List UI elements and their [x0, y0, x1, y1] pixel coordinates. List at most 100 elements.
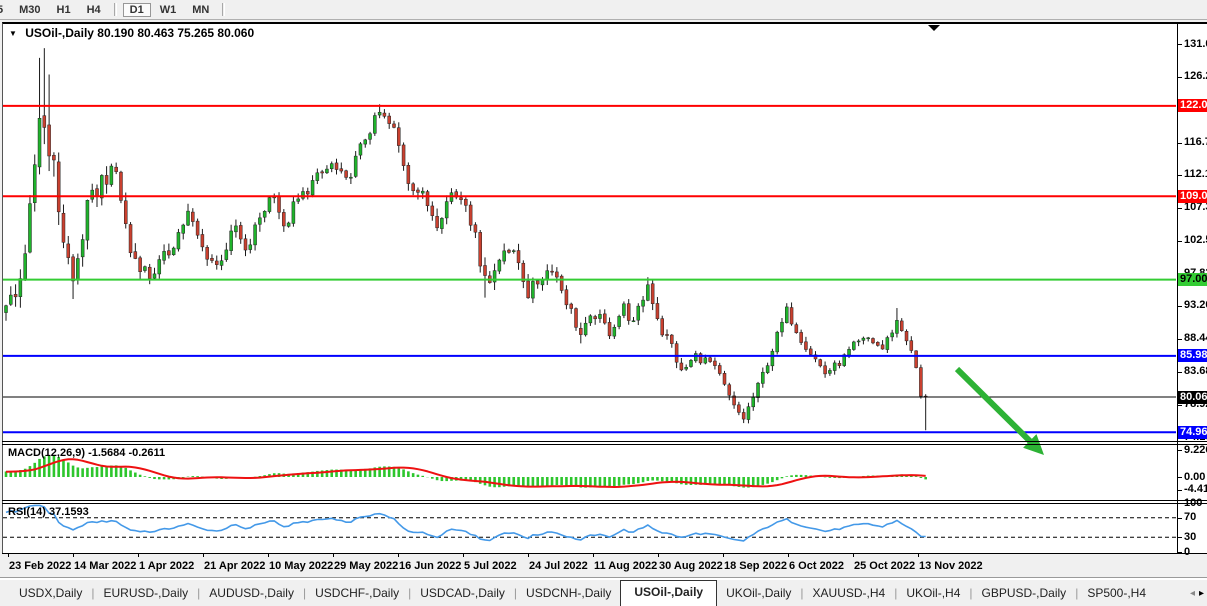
tab-usdchf-daily[interactable]: USDCHF-,Daily: [315, 586, 400, 600]
date-tick-label: 24 Jul 2022: [529, 560, 588, 572]
price-tick-label: 116.720: [1184, 136, 1207, 149]
price-tick-dash: [1178, 76, 1182, 78]
tab-scroll-right-icon[interactable]: ▸: [1198, 588, 1204, 599]
macd-tick-dash: [1178, 489, 1182, 491]
panel-divider[interactable]: [2, 503, 1207, 504]
date-tick: [268, 553, 269, 557]
chart-window[interactable]: [2, 22, 1207, 553]
date-tick: [138, 553, 139, 557]
date-tick-label: 21 Apr 2022: [204, 560, 266, 572]
price-tick-dash: [1178, 142, 1182, 144]
macd-indicator-label: MACD(12,26,9) -1.5684 -0.2611: [8, 447, 166, 459]
price-tick-label: 88.440: [1184, 332, 1207, 345]
date-tick: [203, 553, 204, 557]
tabbar-groove: [0, 577, 1207, 580]
macd-tick-dash: [1178, 450, 1182, 451]
date-tick: [528, 553, 529, 557]
tab-audusd-daily[interactable]: AUDUSD-,Daily: [209, 586, 294, 600]
panel-divider[interactable]: [2, 500, 1207, 501]
date-tick: [658, 553, 659, 557]
tab-usoil-daily[interactable]: USOil-,Daily: [620, 580, 718, 606]
date-tick: [398, 553, 399, 557]
tab-ukoil-daily[interactable]: UKOil-,Daily: [726, 586, 792, 600]
date-tick-label: 23 Feb 2022: [9, 560, 72, 572]
price-tick-label: 126.240: [1184, 70, 1207, 83]
tab-eurusd-daily[interactable]: EURUSD-,Daily: [103, 586, 189, 600]
timeframe-button-w1[interactable]: W1: [159, 3, 177, 16]
panel-divider[interactable]: [2, 444, 1207, 445]
tab-separator: |: [800, 586, 804, 600]
price-level-badge: 85.988: [1178, 349, 1207, 363]
date-tick-label: 11 Aug 2022: [594, 560, 658, 572]
date-tick-label: 18 Sep 2022: [724, 560, 787, 572]
timeframe-button-d1[interactable]: D1: [122, 2, 151, 17]
macd-tick-label: -4.4188: [1184, 483, 1207, 496]
price-level-badge: 122.068: [1178, 99, 1207, 113]
price-tick-label: 93.200: [1184, 299, 1207, 312]
date-tick: [8, 553, 9, 557]
price-tick-label: 107.340: [1184, 201, 1207, 214]
rsi-tick-label: 70: [1184, 511, 1197, 524]
tab-sp500-h4[interactable]: SP500-,H4: [1087, 586, 1147, 600]
date-tick-label: 10 May 2022: [269, 560, 334, 572]
timeframe-button-5[interactable]: 5: [0, 3, 4, 16]
price-tick-dash: [1178, 174, 1182, 176]
tab-usdx-daily[interactable]: USDX,Daily: [19, 586, 83, 600]
tab-scroll-arrows: ◂ ▸: [1190, 588, 1204, 599]
date-tick-label: 30 Aug 2022: [659, 560, 723, 572]
price-tick-label: 83.680: [1184, 365, 1207, 378]
price-tick-label: 102.580: [1184, 234, 1207, 247]
rsi-tick-label: 30: [1184, 530, 1197, 543]
date-tick: [333, 553, 334, 557]
date-tick: [853, 553, 854, 557]
date-tick: [723, 553, 724, 557]
tab-xauusd-h4[interactable]: XAUUSD-,H4: [812, 586, 886, 600]
tab-usdcnh-daily[interactable]: USDCNH-,Daily: [526, 586, 612, 600]
date-tick-label: 13 Nov 2022: [919, 560, 983, 572]
price-level-badge: 109.038: [1178, 189, 1207, 203]
price-tick-dash: [1178, 240, 1182, 242]
timeframe-toolbar: 5 M30 H1 H4 D1 W1 MN: [0, 0, 1207, 20]
price-tick-label: 112.100: [1184, 168, 1207, 181]
chart-title: ▼ USOil-,Daily 80.190 80.463 75.265 80.0…: [9, 26, 254, 40]
rsi-tick-dash: [1178, 503, 1182, 504]
timeframe-button-mn[interactable]: MN: [192, 3, 210, 16]
date-tick-label: 16 Jun 2022: [399, 560, 462, 572]
price-tick-label: 131.000: [1184, 37, 1207, 50]
panel-divider[interactable]: [2, 441, 1207, 442]
collapse-icon[interactable]: ▼: [9, 29, 17, 38]
date-tick: [593, 553, 594, 557]
price-tick-dash: [1178, 207, 1182, 209]
tab-usdcad-daily[interactable]: USDCAD-,Daily: [420, 586, 505, 600]
tab-separator: |: [408, 586, 412, 600]
date-tick: [918, 553, 919, 557]
panel-divider[interactable]: [2, 553, 1207, 554]
price-tick-label: 78.920: [1184, 398, 1207, 411]
tab-separator: |: [91, 586, 95, 600]
date-tick-label: 25 Oct 2022: [854, 560, 916, 572]
tab-ukoil-h4[interactable]: UKOil-,H4: [906, 586, 961, 600]
price-tick-dash: [1178, 44, 1182, 45]
timeframe-button-h4[interactable]: H4: [86, 3, 101, 16]
rsi-tick-dash: [1178, 537, 1182, 539]
rsi-tick-dash: [1178, 552, 1182, 553]
tab-scroll-left-icon[interactable]: ◂: [1189, 588, 1195, 599]
timeframe-button-h1[interactable]: H1: [56, 3, 71, 16]
price-tick-dash: [1178, 305, 1182, 307]
tab-separator: |: [1075, 586, 1079, 600]
chart-ohlc-values: 80.190 80.463 75.265 80.060: [97, 26, 255, 40]
tab-separator: |: [197, 586, 201, 600]
date-tick-label: 29 May 2022: [334, 560, 399, 572]
price-tick-dash: [1178, 338, 1182, 340]
macd-tick-label: 0.00: [1184, 470, 1206, 483]
rsi-indicator-label: RSI(14) 37.1593: [8, 506, 89, 518]
date-tick-label: 14 Mar 2022: [74, 560, 137, 572]
tab-separator: |: [894, 586, 898, 600]
timeframe-button-m30[interactable]: M30: [19, 3, 41, 16]
tab-gbpusd-daily[interactable]: GBPUSD-,Daily: [981, 586, 1067, 600]
rsi-tick-label: 0: [1184, 545, 1191, 558]
date-tick-label: 6 Oct 2022: [789, 560, 845, 572]
date-tick-label: 1 Apr 2022: [139, 560, 195, 572]
date-tick: [463, 553, 464, 557]
